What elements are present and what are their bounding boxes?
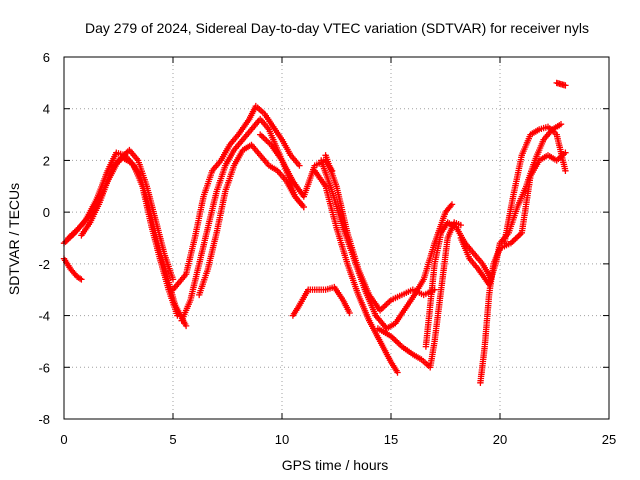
plot-frame [63, 56, 610, 420]
data-point-markers [169, 102, 303, 293]
x-tick-label: 20 [493, 432, 507, 447]
series-track-10 [311, 167, 401, 376]
y-tick-label: 0 [43, 205, 50, 220]
series-track-18 [553, 79, 569, 89]
data-point-markers [501, 123, 569, 247]
series-track-13 [374, 219, 464, 371]
y-tick-label: 2 [43, 153, 50, 168]
x-tick-label: 5 [169, 432, 176, 447]
y-tick-label: 4 [43, 102, 50, 117]
y-tick-label: -8 [38, 412, 50, 427]
data-point-markers [553, 79, 569, 89]
series-track-9 [289, 283, 353, 319]
y-tick-label: -4 [38, 309, 50, 324]
series-track-7 [196, 141, 307, 299]
y-tick-label: -2 [38, 257, 50, 272]
series-track-8 [257, 131, 336, 200]
series-track-4 [78, 146, 177, 283]
series-track-16 [477, 149, 569, 386]
y-axis-label: SDTVAR / TECUs [6, 183, 22, 295]
data-point-markers [289, 283, 353, 319]
series-track-5 [169, 102, 303, 293]
data-point-markers [257, 131, 336, 200]
data-point-markers [477, 149, 569, 386]
x-tick-label: 25 [602, 432, 616, 447]
data-marks [60, 79, 569, 386]
series-track-12 [322, 152, 438, 314]
y-tick-label: 6 [43, 50, 50, 65]
data-point-markers [78, 146, 177, 283]
data-point-markers [322, 152, 438, 314]
x-tick-label: 15 [384, 432, 398, 447]
data-point-markers [422, 219, 495, 350]
series-track-17 [501, 123, 569, 247]
grid-lines [64, 57, 609, 419]
data-point-markers [60, 149, 181, 319]
x-tick-label: 10 [275, 432, 289, 447]
y-tick-label: -6 [38, 360, 50, 375]
data-point-markers [311, 167, 401, 376]
series-track-1 [60, 149, 181, 319]
series-track-14 [422, 219, 495, 350]
data-point-markers [374, 219, 464, 371]
data-point-markers [196, 141, 307, 299]
x-tick-label: 0 [60, 432, 67, 447]
x-axis-label: GPS time / hours [282, 457, 389, 473]
chart-title: Day 279 of 2024, Sidereal Day-to-day VTE… [85, 20, 589, 36]
